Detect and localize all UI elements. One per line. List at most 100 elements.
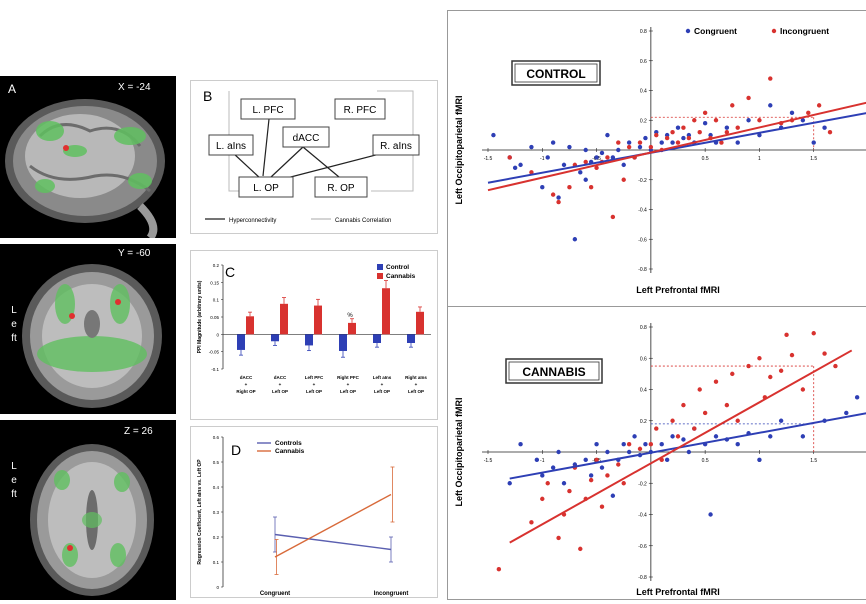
coord-x-label: X = -24 — [118, 82, 151, 93]
fit-line-congruent — [509, 412, 866, 480]
point-incongruent — [800, 387, 806, 392]
legend-label: Congruent — [694, 26, 737, 36]
point-congruent — [518, 441, 523, 447]
y-tick-label: 0.8 — [640, 29, 647, 35]
panel-d-letter: D — [231, 442, 241, 458]
point-incongruent — [610, 214, 616, 220]
category-label: Left aIns — [373, 375, 392, 380]
point-incongruent — [746, 363, 751, 369]
axial-brain-image — [30, 444, 154, 596]
category-label: Left OP — [374, 389, 390, 394]
bar-control — [305, 334, 313, 346]
point-congruent — [822, 125, 827, 130]
node-r-op: R. OP — [327, 183, 355, 194]
point-congruent — [507, 481, 512, 486]
point-incongruent — [806, 110, 811, 116]
point-congruent — [800, 434, 806, 439]
bar-cannabis — [280, 303, 288, 335]
point-congruent — [583, 457, 588, 463]
panel-b-letter: B — [203, 88, 212, 104]
bar-control — [271, 334, 279, 342]
y-tick-label: 0.8 — [640, 325, 647, 331]
category-label: + — [313, 382, 316, 387]
point-congruent — [632, 434, 637, 439]
point-incongruent — [567, 488, 572, 494]
point-incongruent — [621, 481, 626, 486]
point-congruent — [735, 441, 740, 447]
node-dacc: dACC — [293, 133, 320, 144]
point-incongruent — [746, 95, 751, 101]
fit-line-congruent — [487, 112, 866, 184]
x-tick-label: 1.5 — [810, 156, 817, 162]
point-congruent — [735, 140, 740, 145]
point-incongruent — [496, 566, 502, 572]
point-congruent — [713, 434, 719, 439]
y-tick-label: -0.4 — [638, 513, 647, 519]
y-tick-label: 0.4 — [640, 89, 647, 95]
legend-label: Cannabis — [275, 448, 305, 455]
point-congruent — [567, 144, 572, 150]
connectivity-diagram: B L. PFC R. PFC dACC L. aIns R. aIns L. … — [203, 88, 420, 224]
point-incongruent — [702, 410, 708, 416]
y-tick-label: 0.2 — [640, 419, 647, 425]
panel-c-bar-chart: C 0.2 0.15 0.1 0.05 0 -0.05 -0.1 PPI Magnitude (… — [190, 250, 438, 420]
legend-label: Control — [386, 264, 409, 271]
x-category-label: Congruent — [260, 591, 290, 597]
category-label: + — [415, 382, 418, 387]
point-incongruent — [768, 76, 773, 81]
point-congruent — [550, 465, 556, 470]
x-tick-label: 0.5 — [702, 156, 709, 162]
point-incongruent — [719, 140, 724, 145]
point-incongruent — [784, 332, 789, 338]
y-tick-label: -0.4 — [638, 208, 647, 214]
point-congruent — [540, 473, 545, 478]
point-congruent — [512, 165, 518, 171]
point-congruent — [626, 449, 632, 455]
point-congruent — [550, 140, 556, 145]
point-incongruent — [556, 199, 561, 205]
point-incongruent — [540, 496, 545, 502]
point-congruent — [768, 434, 773, 439]
point-incongruent — [757, 118, 762, 123]
x-tick-label: 0.5 — [702, 458, 709, 464]
point-congruent — [621, 162, 626, 168]
point-congruent — [670, 140, 675, 145]
y-axis-label: Left Occipitoparietal fMRI — [454, 397, 464, 506]
group-label-box — [511, 60, 601, 86]
category-label: Left OP — [340, 389, 356, 394]
panel-b-diagram: B L. PFC R. PFC dACC L. aIns R. aIns L. … — [190, 80, 438, 234]
point-incongruent — [713, 379, 719, 384]
point-congruent — [757, 457, 762, 463]
point-incongruent — [588, 184, 594, 190]
point-congruent — [854, 395, 860, 400]
point-congruent — [626, 140, 632, 145]
point-incongruent — [616, 140, 621, 145]
point-incongruent — [605, 155, 610, 160]
y-tick-label: 0.1 — [213, 560, 220, 565]
y-tick-label: 0.15 — [210, 280, 219, 285]
category-label: Left PFC — [305, 375, 324, 380]
point-incongruent — [594, 165, 599, 171]
point-congruent — [686, 449, 692, 455]
point-congruent — [757, 132, 762, 138]
category-label: + — [347, 382, 350, 387]
y-tick-label: 0.2 — [640, 118, 647, 124]
point-incongruent — [822, 351, 827, 356]
point-congruent — [616, 147, 621, 153]
point-congruent — [540, 184, 545, 190]
point-incongruent — [588, 477, 594, 483]
point-congruent — [670, 434, 675, 439]
group-label-inner — [508, 361, 600, 381]
y-tick-label: -0.05 — [209, 350, 220, 355]
point-incongruent — [675, 434, 681, 439]
y-tick-label: 0.4 — [213, 485, 220, 490]
y-tick-label: 0.1 — [213, 298, 220, 303]
point-congruent — [637, 144, 643, 150]
point-incongruent — [670, 129, 675, 135]
point-congruent — [675, 125, 681, 130]
y-axis-label: PPI Magnitude (arbitrary units) — [197, 280, 203, 353]
point-incongruent — [692, 426, 697, 431]
category-label: dACC — [240, 375, 253, 380]
point-congruent — [708, 512, 713, 517]
x-tick-label: 1.5 — [810, 458, 817, 464]
